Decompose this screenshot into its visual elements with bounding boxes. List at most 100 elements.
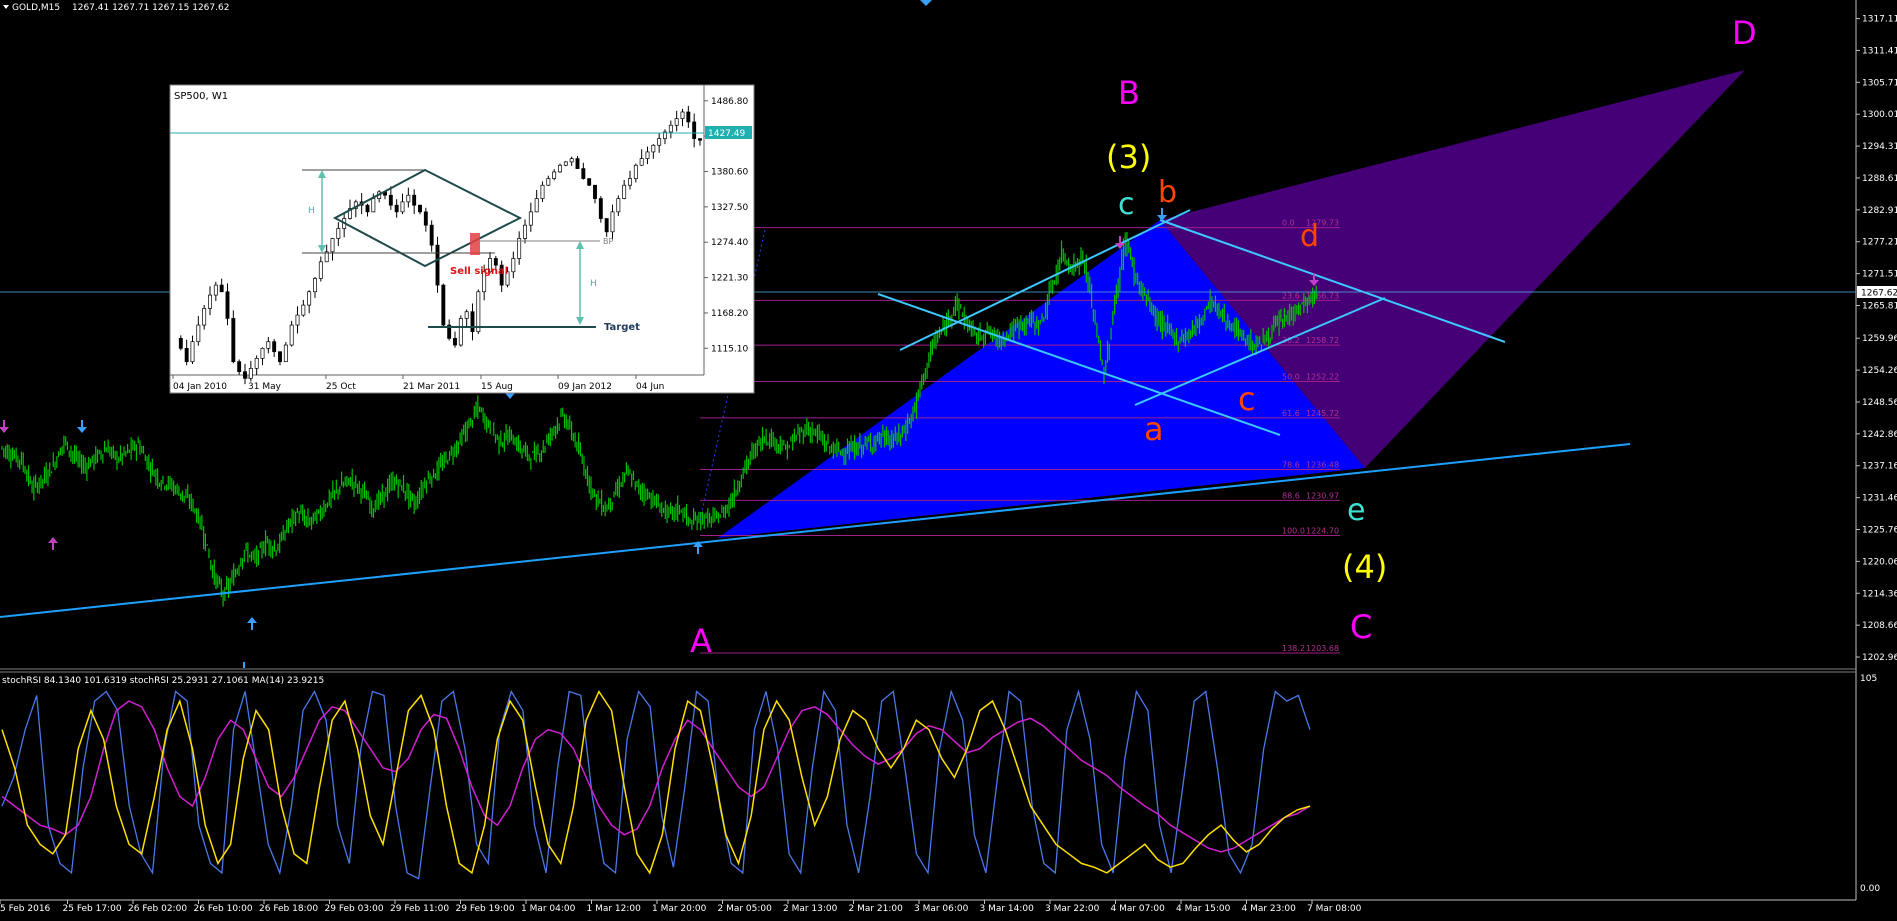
- time-tick-label: 26 Feb 18:00: [259, 904, 318, 914]
- sell-marker: [470, 233, 480, 255]
- inset-candle-body: [517, 238, 522, 259]
- inset-candle-body: [330, 238, 335, 253]
- fib-level-label: 100.0 1224.70: [1282, 526, 1339, 535]
- inset-candle-body: [680, 111, 685, 119]
- inset-candle-body: [511, 258, 516, 273]
- inset-candle-body: [213, 284, 218, 296]
- inset-candle-body: [628, 178, 632, 186]
- dropdown-triangle-icon[interactable]: [3, 5, 9, 9]
- price-tick-label: 1288.61: [1862, 174, 1897, 184]
- stochrsi-series-0: [1, 689, 1311, 880]
- inset-candle-body: [208, 294, 212, 309]
- time-tick-label: 3 Mar 06:00: [914, 904, 969, 914]
- price-tick-label: 1294.31: [1862, 142, 1897, 152]
- channel-lower-right[interactable]: [1134, 297, 1386, 406]
- time-tick-label: 29 Feb 19:00: [456, 904, 515, 914]
- inset-candle-body: [412, 194, 417, 206]
- time-tick-label: 3 Mar 14:00: [980, 904, 1035, 914]
- inset-candle-body: [313, 278, 317, 293]
- inset-candle-body: [278, 351, 282, 363]
- price-tick-label: 1259.96: [1862, 334, 1897, 344]
- fib-price: 1266.73: [1306, 291, 1339, 300]
- last-price: 1267.62: [1861, 289, 1897, 299]
- inset-candle-body: [453, 338, 457, 346]
- inset-candle-body: [540, 184, 545, 199]
- inset-candle-body: [593, 184, 597, 199]
- time-axis: 5 Feb 2016 25 Feb 17:00 26 Feb 02:00 26 Feb…: [0, 900, 1362, 914]
- inset-candle-body: [243, 371, 247, 379]
- harmonic-purple-triangle: [1160, 70, 1745, 468]
- fractal-arrow-icon: [77, 420, 87, 433]
- inset-time-label: 04 Jan 2010: [173, 382, 227, 392]
- channel-upper-right[interactable]: [1159, 219, 1506, 343]
- inset-candle-body: [219, 284, 224, 293]
- last-price-marker: 1267.62: [1857, 286, 1897, 299]
- fib-level-label: 38.2 1258.72: [1282, 336, 1339, 345]
- time-tick-label: 26 Feb 10:00: [194, 904, 253, 914]
- wave-label: D: [1732, 14, 1757, 52]
- inset-candle-body: [429, 224, 434, 246]
- inset-candle-body: [668, 124, 673, 133]
- fib-percent: 100.0: [1282, 526, 1305, 535]
- fib-price: 1236.48: [1306, 461, 1339, 470]
- inset-candles: [178, 105, 702, 385]
- inset-candle-body: [248, 367, 253, 379]
- wave-label: A: [690, 622, 712, 660]
- fib-percent: 0.0: [1282, 219, 1295, 228]
- inset-candle-body: [546, 178, 551, 186]
- fib-price: 1224.70: [1306, 526, 1339, 535]
- price-tick-label: 1208.66: [1862, 621, 1897, 631]
- inset-candle-body: [464, 311, 469, 319]
- inset-candle-body: [196, 324, 201, 343]
- inset-candle-body: [674, 118, 679, 126]
- stochrsi-series-1: [1, 700, 1311, 853]
- price-tick-label: 1265.81: [1862, 302, 1897, 312]
- diamond-pattern: [332, 168, 523, 268]
- inset-candle-body: [558, 164, 562, 173]
- inset-last-price: 1427.49: [708, 129, 745, 139]
- inset-candle-body: [476, 291, 481, 333]
- fib-percent: 88.6: [1282, 491, 1300, 500]
- inset-candle-body: [505, 271, 510, 286]
- fractal-arrow-icon: [48, 537, 58, 550]
- sp500-inset: SP500, W1 1486.801433.701380.601327.5012…: [169, 84, 755, 394]
- channel-upper-left[interactable]: [899, 209, 1191, 351]
- fractal-arrow-icon: [1309, 273, 1319, 286]
- inset-time-label: 31 May: [248, 382, 282, 392]
- fib-price: 1279.73: [1306, 219, 1339, 228]
- wave-label: b: [1158, 175, 1177, 210]
- inset-candle-body: [266, 341, 271, 349]
- inset-candle-body: [523, 224, 527, 239]
- inset-candle-body: [348, 208, 352, 219]
- price-tick-label: 1305.71: [1862, 78, 1897, 88]
- inset-candle-body: [622, 184, 627, 199]
- target-label: Target: [604, 322, 640, 333]
- inset-candle-body: [190, 341, 195, 363]
- price-tick-label: 1214.36: [1862, 589, 1897, 599]
- inset-candle-body: [698, 138, 702, 141]
- channel-lower-left[interactable]: [877, 293, 1281, 436]
- inset-candle-body: [534, 198, 539, 213]
- shift-marker-icon[interactable]: [920, 0, 932, 6]
- fibonacci-levels: 0.0 1279.73 23.6 1266.73 38.2 1258.72 50.0 1252…: [700, 219, 1340, 654]
- fib-level-label: 61.6 1245.72: [1282, 409, 1339, 418]
- h-left: H: [308, 206, 315, 216]
- inset-candle-body: [552, 171, 557, 179]
- fractal-arrow-icon: [1115, 236, 1125, 249]
- inset-time-label: 04 Jun: [636, 382, 664, 392]
- fractal-arrow-icon: [693, 541, 703, 554]
- inset-candle-body: [686, 111, 691, 123]
- inset-candle-body: [283, 344, 288, 363]
- wave-label: C: [1350, 608, 1372, 646]
- inset-price-label: 1115.10: [711, 344, 748, 354]
- price-tick-label: 1225.76: [1862, 526, 1897, 536]
- symbol-title: GOLD,M15: [12, 3, 60, 13]
- fib-level-label: 88.6 1230.97: [1282, 491, 1339, 500]
- price-tick-label: 1254.26: [1862, 366, 1897, 376]
- time-tick-label: 25 Feb 17:00: [63, 904, 122, 914]
- inset-candle-body: [272, 341, 277, 353]
- inset-candle-body: [178, 338, 183, 349]
- inset-background: [169, 84, 755, 394]
- long-trendline[interactable]: [0, 443, 1631, 618]
